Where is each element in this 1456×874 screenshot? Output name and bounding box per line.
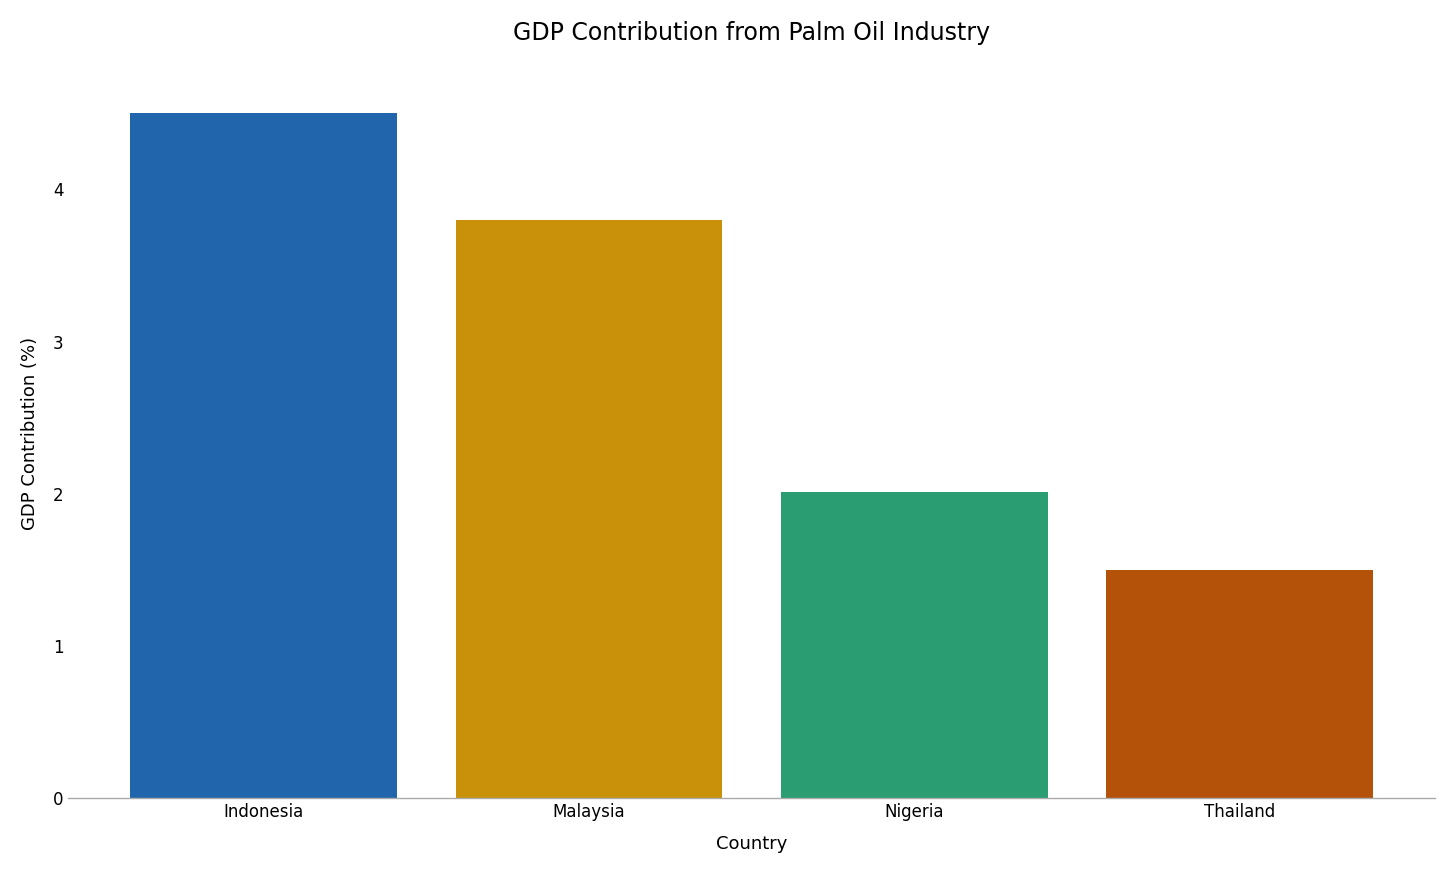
Y-axis label: GDP Contribution (%): GDP Contribution (%) — [20, 336, 39, 530]
X-axis label: Country: Country — [716, 836, 788, 853]
Bar — [1107, 570, 1373, 799]
Bar — [131, 114, 397, 799]
Title: GDP Contribution from Palm Oil Industry: GDP Contribution from Palm Oil Industry — [513, 21, 990, 45]
Bar — [780, 492, 1048, 799]
Bar — [456, 220, 722, 799]
